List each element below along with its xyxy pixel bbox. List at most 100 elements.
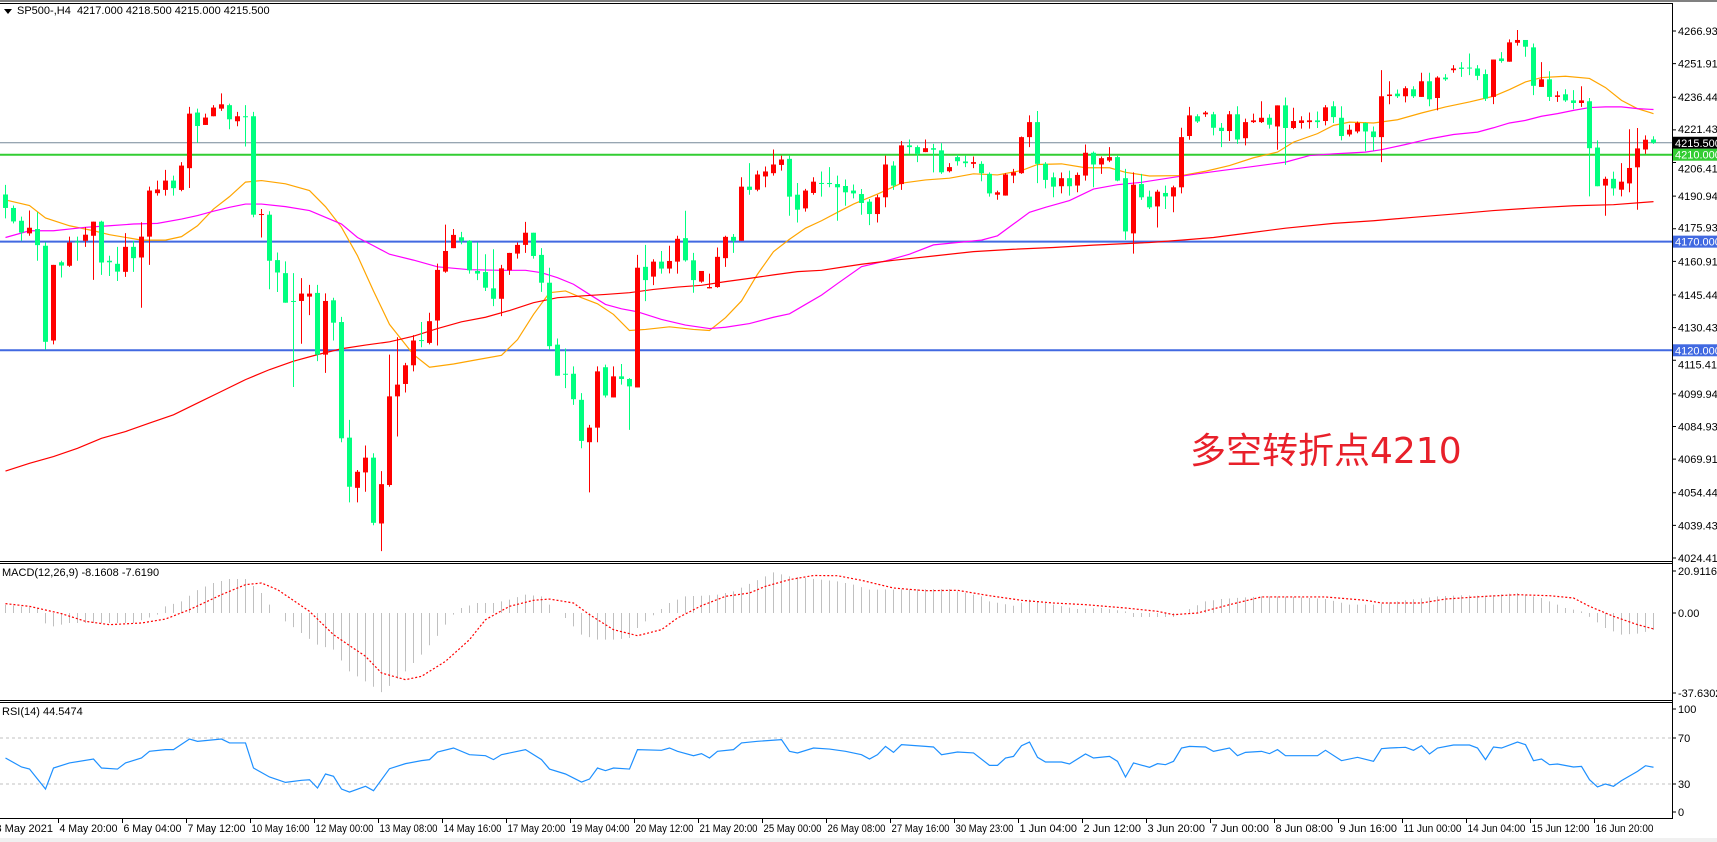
candle-body (1339, 117, 1344, 137)
candle-body (1547, 79, 1552, 97)
candle-body (1475, 68, 1480, 76)
candle-bullish (91, 221, 96, 280)
symbol-timeframe: SP500-,H4 (17, 5, 71, 17)
candle-body (763, 171, 768, 177)
candle-bearish (867, 199, 872, 226)
time-tick-label: 20 May 12:00 (636, 823, 694, 835)
rsi-label: RSI(14) 44.5474 (2, 706, 83, 718)
candle-bullish (1635, 127, 1640, 210)
candle-bullish (443, 224, 448, 273)
candle-bearish (1547, 71, 1552, 102)
candle-body (219, 104, 224, 109)
candle-body (211, 107, 216, 117)
candle-bullish (403, 362, 408, 393)
candle-bullish (355, 470, 360, 503)
candle-body (939, 150, 944, 173)
candle-bullish (755, 170, 760, 192)
candle-bullish (1155, 189, 1160, 228)
candle-body (1083, 152, 1088, 176)
candle-bullish (379, 471, 384, 552)
candle-bullish (1347, 124, 1352, 137)
time-tick-label: 14 Jun 04:00 (1468, 823, 1526, 835)
candle-bullish (811, 177, 816, 195)
price-tick-label: 4039.430 (1678, 520, 1717, 532)
status-strip (0, 838, 1717, 842)
candle-body (331, 300, 336, 323)
candle-body (683, 238, 688, 261)
candle-body (267, 214, 272, 261)
candle-body (315, 292, 320, 355)
candle-body (1203, 112, 1208, 115)
candle-body (379, 484, 384, 524)
candle-body (1155, 191, 1160, 207)
rsi-tick-label: 30 (1678, 779, 1690, 791)
candle-body (667, 260, 672, 269)
candle-bullish (699, 270, 704, 283)
candle-bearish (243, 105, 248, 147)
candle-body (27, 227, 32, 234)
candle-bearish (1531, 43, 1536, 96)
candle-bullish (259, 209, 264, 238)
dropdown-triangle-icon[interactable] (4, 8, 12, 14)
candle-body (1435, 77, 1440, 98)
candle-body (1387, 94, 1392, 97)
candle-bearish (1211, 111, 1216, 136)
time-tick-label: 16 Jun 20:00 (1596, 823, 1654, 835)
macd-tick-label: 20.9116 (1678, 566, 1717, 578)
price-label-box (1673, 344, 1717, 357)
candle-bearish (1283, 97, 1288, 165)
candle-body (835, 184, 840, 188)
candle-bullish (451, 229, 456, 249)
candle-bullish (923, 139, 928, 153)
candle-body (1219, 127, 1224, 132)
price-tick-label: 4069.915 (1678, 454, 1717, 466)
candle-bearish (1523, 39, 1528, 57)
candle-body (1307, 120, 1312, 123)
candle-bearish (659, 250, 664, 274)
candle-bearish (459, 231, 464, 245)
candle-body (1099, 158, 1104, 165)
candle-bearish (1267, 114, 1272, 129)
candle-body (731, 236, 736, 241)
candle-body (1331, 106, 1336, 118)
candle-bullish (219, 93, 224, 111)
candle-body (771, 164, 776, 174)
candle-body (307, 293, 312, 297)
candle-bearish (819, 171, 824, 197)
candle-bullish (387, 354, 392, 487)
rsi-tick-label: 100 (1678, 704, 1696, 716)
candle-body (1531, 47, 1536, 86)
candle-body (563, 373, 568, 375)
price-tick-label: 4206.415 (1678, 164, 1717, 176)
candle-body (1579, 100, 1584, 103)
candle-body (739, 186, 744, 241)
candle-bearish (1219, 122, 1224, 148)
candle-bearish (563, 348, 568, 389)
candle-body (387, 396, 392, 486)
candle-bearish (987, 172, 992, 197)
candle-bearish (547, 267, 552, 350)
candle-body (747, 186, 752, 190)
candle-body (115, 263, 120, 272)
candle-body (1211, 114, 1216, 128)
candle-bullish (763, 166, 768, 188)
candle-body (67, 242, 72, 266)
candle-body (579, 399, 584, 441)
candle-bullish (1419, 72, 1424, 97)
candle-body (1027, 122, 1032, 138)
candle-body (515, 244, 520, 254)
candle-bearish (1475, 65, 1480, 81)
candle-body (195, 112, 200, 127)
candle-bearish (579, 393, 584, 449)
candle-bearish (1051, 172, 1056, 198)
candle-body (987, 173, 992, 194)
candle-bearish (603, 364, 608, 398)
candle-bearish (475, 242, 480, 281)
candle-bearish (851, 184, 856, 199)
rsi-tick-label: 70 (1678, 733, 1690, 745)
candle-bullish (147, 186, 152, 265)
candle-body (979, 163, 984, 174)
candle-body (1587, 101, 1592, 149)
candle-body (779, 159, 784, 165)
